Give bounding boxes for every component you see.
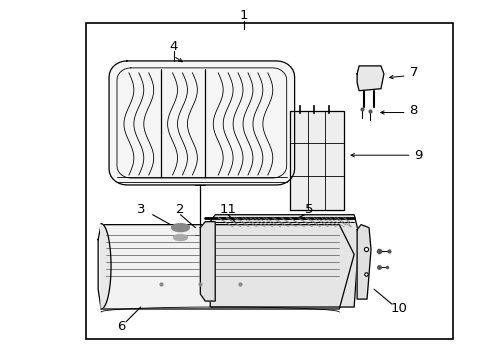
Text: 11: 11 <box>219 203 236 216</box>
Ellipse shape <box>171 224 189 231</box>
Text: 9: 9 <box>414 149 422 162</box>
Polygon shape <box>356 225 370 299</box>
Ellipse shape <box>173 235 187 240</box>
Text: 6: 6 <box>117 320 125 333</box>
Polygon shape <box>109 61 294 185</box>
Polygon shape <box>200 222 215 301</box>
Bar <box>86 23 452 339</box>
Polygon shape <box>210 215 358 307</box>
Polygon shape <box>356 66 383 91</box>
Text: 2: 2 <box>176 203 184 216</box>
Text: 5: 5 <box>305 203 313 216</box>
Text: 3: 3 <box>136 203 145 216</box>
Text: 10: 10 <box>389 302 407 315</box>
Text: 7: 7 <box>408 66 417 79</box>
Text: 8: 8 <box>408 104 417 117</box>
Polygon shape <box>98 225 353 309</box>
Text: 4: 4 <box>169 40 177 53</box>
Polygon shape <box>101 224 111 309</box>
Polygon shape <box>289 111 344 210</box>
Text: 1: 1 <box>239 9 248 22</box>
